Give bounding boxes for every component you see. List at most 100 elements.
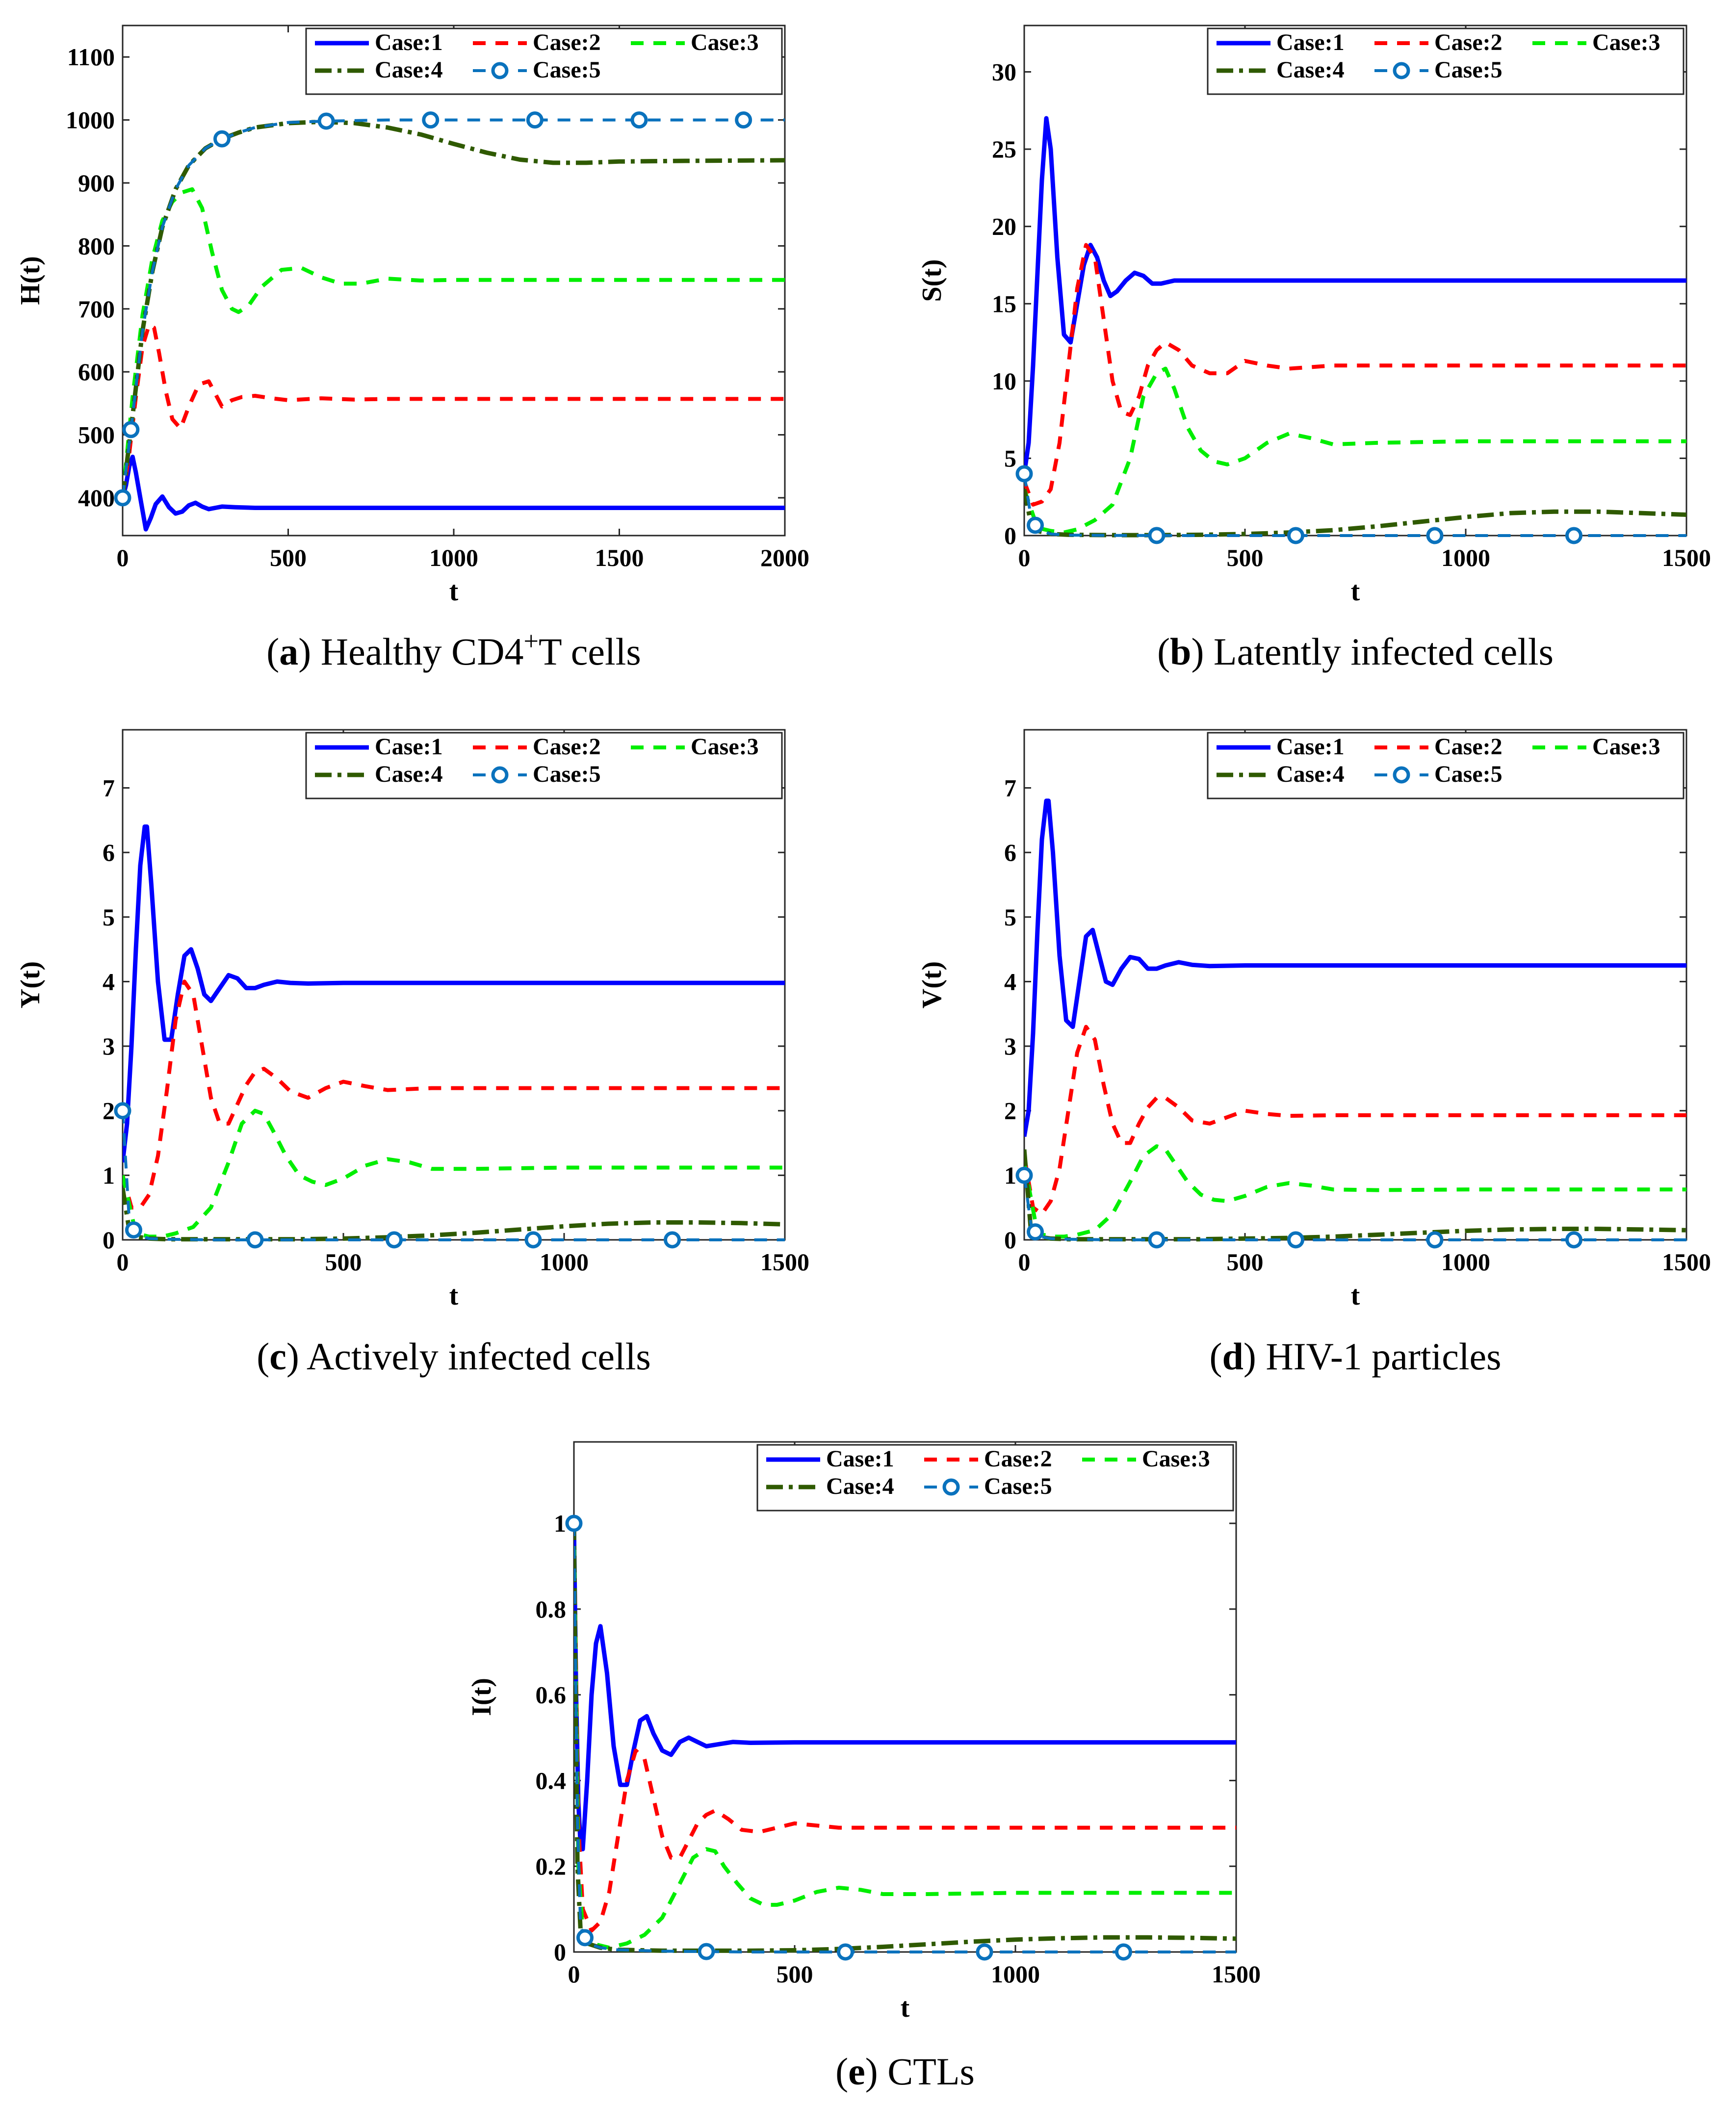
series-group xyxy=(1024,798,1686,1242)
y-tick-label: 900 xyxy=(78,169,115,197)
series-line-case-3 xyxy=(1024,366,1686,535)
y-tick-label: 6 xyxy=(1004,839,1016,866)
caption-paren-open: ( xyxy=(266,630,279,673)
y-tick-label: 1 xyxy=(1004,1161,1016,1189)
caption-paren-close: ) xyxy=(298,630,320,673)
series-marker-case-5 xyxy=(122,421,140,438)
legend-marker-case-5 xyxy=(942,1478,960,1496)
y-tick-label: 700 xyxy=(78,295,115,323)
legend-label-case-5: Case:5 xyxy=(1434,57,1503,83)
caption-paren-close: ) xyxy=(865,2050,887,2093)
y-tick-label: 4 xyxy=(1004,968,1016,995)
series-line-case-2 xyxy=(1024,1025,1686,1216)
x-tick-label: 1500 xyxy=(760,1248,809,1276)
legend-marker-case-5 xyxy=(1393,62,1410,79)
series-line-case-2 xyxy=(1024,243,1686,507)
y-tick-label: 5 xyxy=(1004,444,1016,472)
caption-paren-close: ) xyxy=(1244,1335,1266,1378)
legend-label-case-1: Case:1 xyxy=(826,1446,894,1472)
legend-label-case-2: Case:2 xyxy=(1434,29,1503,55)
legend: Case:1 Case:2 Case:3 Case:4 Case:5 xyxy=(1207,27,1684,95)
legend-label-case-3: Case:3 xyxy=(1142,1446,1210,1472)
series-marker-case-5 xyxy=(1426,1231,1444,1249)
legend-box xyxy=(305,27,783,95)
y-tick-label: 400 xyxy=(78,484,115,512)
x-axis-label: t xyxy=(449,576,459,607)
legend-label-case-2: Case:2 xyxy=(984,1446,1052,1472)
legend-label-case-4: Case:4 xyxy=(375,57,443,83)
series-marker-case-5 xyxy=(114,1102,131,1120)
x-tick-label: 500 xyxy=(1227,544,1264,571)
x-tick-label: 1000 xyxy=(540,1248,589,1276)
y-tick-label: 3 xyxy=(103,1032,115,1060)
series-marker-case-5 xyxy=(1115,1943,1132,1961)
legend-label-case-3: Case:3 xyxy=(691,29,759,55)
x-tick-label: 1500 xyxy=(1212,1960,1261,1988)
legend-marker-case-5 xyxy=(491,62,509,79)
legend-label-case-2: Case:2 xyxy=(533,734,601,760)
series-marker-case-5 xyxy=(1027,1223,1044,1241)
legend-label-case-1: Case:1 xyxy=(1276,734,1345,760)
legend-label-case-2: Case:2 xyxy=(533,29,601,55)
caption-letter: a xyxy=(279,630,298,673)
legend-marker-case-5 xyxy=(491,766,509,784)
x-tick-label: 500 xyxy=(777,1960,813,1988)
series-marker-case-5 xyxy=(524,1231,542,1249)
legend-label-case-1: Case:1 xyxy=(375,734,443,760)
legend-label-case-5: Case:5 xyxy=(1434,761,1503,787)
panel-caption: (e) CTLs xyxy=(835,2050,975,2093)
panel-caption: (c) Actively infected cells xyxy=(257,1335,650,1378)
legend-label-case-5: Case:5 xyxy=(533,57,601,83)
series-marker-case-5 xyxy=(565,1515,583,1532)
series-marker-case-5 xyxy=(125,1221,142,1239)
y-tick-label: 0 xyxy=(554,1938,566,1966)
legend: Case:1 Case:2 Case:3 Case:4 Case:5 xyxy=(756,1444,1234,1512)
series-marker-case-5 xyxy=(213,130,231,148)
series-line-case-3 xyxy=(1024,1144,1686,1239)
y-tick-label: 10 xyxy=(992,367,1016,395)
caption-paren-close: ) xyxy=(286,1335,307,1378)
y-tick-label: 2 xyxy=(1004,1097,1016,1125)
y-tick-label: 1 xyxy=(554,1510,566,1537)
series-marker-case-5 xyxy=(114,489,131,507)
x-tick-label: 1500 xyxy=(1662,544,1711,571)
caption-text: HIV-1 particles xyxy=(1266,1335,1501,1378)
legend-label-case-2: Case:2 xyxy=(1434,734,1503,760)
series-marker-case-5 xyxy=(317,112,335,130)
y-tick-label: 1100 xyxy=(67,43,115,71)
caption-letter: d xyxy=(1222,1335,1243,1378)
plot-area xyxy=(573,1441,1237,1953)
y-tick-label: 4 xyxy=(103,968,115,995)
series-marker-case-5 xyxy=(1027,516,1044,534)
y-tick-label: 0.4 xyxy=(536,1767,567,1794)
series-line-case-1 xyxy=(123,824,785,1163)
x-tick-label: 1000 xyxy=(429,544,478,571)
legend-label-case-4: Case:4 xyxy=(826,1473,894,1499)
y-axis-label: S(t) xyxy=(917,259,947,302)
series-marker-case-5 xyxy=(526,111,544,129)
series-line-case-4 xyxy=(123,119,785,498)
x-tick-label: 0 xyxy=(568,1960,580,1988)
series-marker-case-5 xyxy=(386,1231,403,1249)
series-marker-case-5 xyxy=(246,1231,264,1249)
y-tick-label: 15 xyxy=(992,290,1016,317)
x-tick-label: 1000 xyxy=(991,1960,1040,1988)
y-tick-label: 0.6 xyxy=(536,1681,567,1709)
series-marker-case-5 xyxy=(1148,1231,1166,1249)
caption-text: Healthy CD4 xyxy=(321,630,524,673)
series-line-case-1 xyxy=(574,1523,1236,1851)
caption-paren-close: ) xyxy=(1191,630,1213,673)
legend-box xyxy=(1207,732,1684,799)
series-marker-case-5 xyxy=(735,111,752,129)
caption-letter: c xyxy=(269,1335,286,1378)
series-line-case-1 xyxy=(1024,798,1686,1137)
series-marker-case-5 xyxy=(1015,1166,1033,1184)
x-tick-label: 1500 xyxy=(1662,1248,1711,1276)
series-line-case-2 xyxy=(574,1523,1236,1933)
series-marker-case-5 xyxy=(630,111,648,129)
y-axis-label: H(t) xyxy=(15,256,46,305)
caption-paren-open: ( xyxy=(1157,630,1170,673)
caption-letter: b xyxy=(1170,630,1191,673)
legend-label-case-4: Case:4 xyxy=(1276,57,1345,83)
legend: Case:1 Case:2 Case:3 Case:4 Case:5 xyxy=(305,732,783,799)
